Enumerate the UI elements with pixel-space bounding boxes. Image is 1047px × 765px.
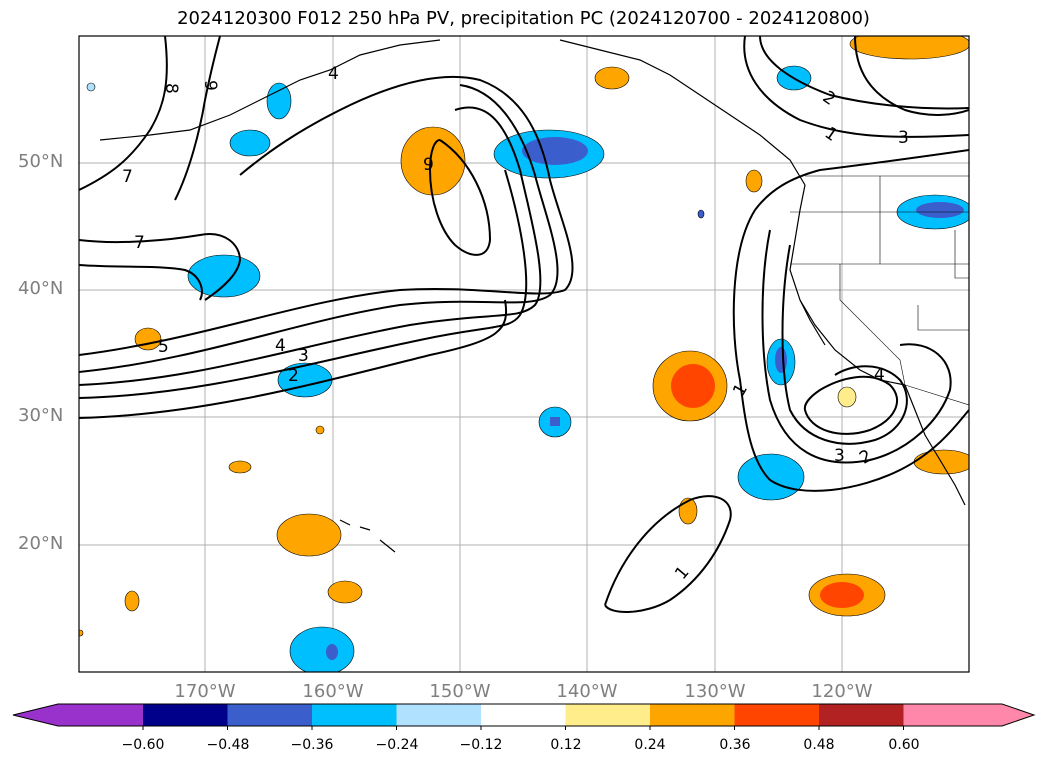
colorbar-tick-label: 0.24 — [634, 737, 666, 753]
precip-patch-pos — [849, 36, 969, 60]
contour-label: 7 — [122, 167, 133, 187]
colorbar-tick-label: −0.12 — [459, 737, 503, 753]
precip-patch-pos — [327, 580, 363, 604]
colorbar-segment — [481, 704, 566, 726]
precip-patch-pos — [745, 169, 763, 193]
colorbar-segment — [396, 704, 482, 726]
lat-label: 30°N — [18, 405, 64, 426]
colorbar-tick-label: −0.24 — [375, 737, 419, 753]
colorbar-segment — [312, 704, 397, 726]
contour-label: 4 — [874, 365, 885, 385]
precip-patch-neg — [277, 362, 333, 398]
precip-patch-pos — [913, 449, 969, 475]
colorbar-tick-label: −0.60 — [121, 737, 165, 753]
precip-patch-neg — [326, 644, 338, 660]
precip-patch-neg — [289, 626, 355, 672]
contour-label: 5 — [158, 337, 169, 357]
precip-patch-neg — [916, 202, 964, 218]
precip-patch-pos — [124, 590, 140, 612]
precip-patch-pos — [671, 364, 715, 408]
borders — [790, 175, 969, 406]
colorbar-segment — [819, 704, 904, 726]
precip-patch-neg — [775, 347, 787, 373]
lon-label: 160°W — [302, 681, 364, 702]
precip-patch-neg — [229, 129, 271, 157]
lon-label: 120°W — [811, 681, 873, 702]
contour-label: 2 — [288, 366, 299, 386]
precip-patch-pos — [820, 582, 864, 608]
map-panel: 8 9 7 7 5 4 3 2 4 9 2 1 3 1 3 2 4 1 — [78, 35, 970, 673]
lat-label: 40°N — [18, 278, 64, 299]
colorbar-segment — [13, 704, 143, 726]
contour-label: 4 — [275, 336, 286, 356]
colorbar-segment — [227, 704, 313, 726]
precip-patch-neg — [550, 417, 560, 426]
lon-label: 150°W — [429, 681, 491, 702]
precip-patch-pos — [228, 460, 252, 474]
map-title: 2024120300 F012 250 hPa PV, precipitatio… — [177, 8, 870, 29]
precip-patch-pos — [315, 425, 325, 435]
pv-contours — [79, 36, 969, 613]
colorbar-segment — [734, 704, 820, 726]
lon-label: 170°W — [174, 681, 236, 702]
precip-patch-neg — [737, 453, 805, 501]
colorbar-tick-label: 0.36 — [719, 737, 751, 753]
contour-label: 3 — [898, 128, 909, 148]
precip-patch-pos — [79, 629, 84, 637]
colorbar-segment — [903, 704, 1034, 726]
lon-label: 140°W — [556, 681, 618, 702]
contour-labels: 8 9 7 7 5 4 3 2 4 9 2 1 3 1 3 2 4 1 — [122, 64, 909, 584]
colorbar-segment — [650, 704, 735, 726]
colorbar-tick-label: −0.48 — [206, 737, 250, 753]
lat-label: 50°N — [18, 151, 64, 172]
colorbar-tick-label: 0.48 — [803, 737, 835, 753]
precip-patch-pos — [594, 66, 630, 90]
contour-label: 7 — [134, 233, 145, 253]
lat-label: 20°N — [18, 533, 64, 554]
precip-patch-pos — [837, 386, 857, 408]
colorbar-segment — [143, 704, 228, 726]
contour-label: 4 — [328, 64, 339, 84]
colorbar-tick-label: 0.60 — [888, 737, 920, 753]
contour-label: 3 — [834, 446, 845, 466]
contour-label: 3 — [298, 346, 309, 366]
precip-patch-neg — [187, 254, 261, 298]
colorbar-segment — [565, 704, 651, 726]
contour-label: 9 — [423, 155, 434, 175]
contour-label: 8 — [161, 83, 181, 94]
precip-patch-neg — [697, 209, 705, 219]
precip-patch-neg — [86, 82, 96, 92]
precip-patch-pos — [276, 513, 342, 557]
colorbar-tick-label: 0.12 — [550, 737, 582, 753]
colorbar-tick-label: −0.36 — [290, 737, 334, 753]
precip-patch-neg — [522, 137, 588, 165]
lon-label: 130°W — [684, 681, 746, 702]
precip-patch-neg — [266, 82, 292, 120]
contour-label: 9 — [200, 80, 220, 91]
